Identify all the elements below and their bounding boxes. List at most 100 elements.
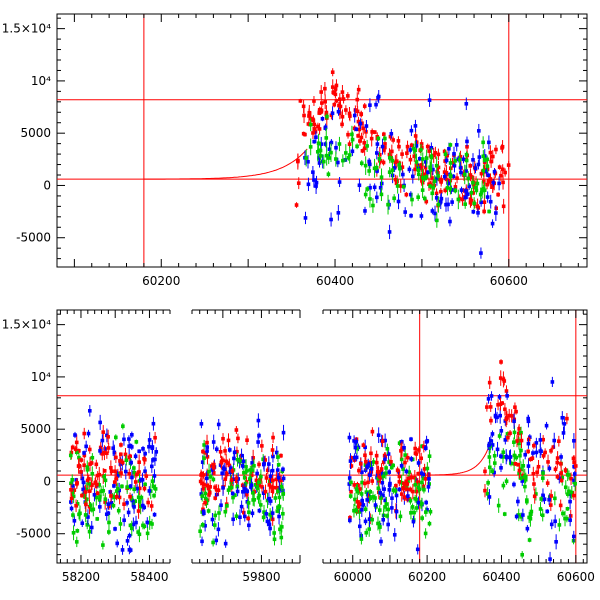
data-point bbox=[529, 512, 533, 516]
data-point bbox=[503, 419, 508, 423]
data-point bbox=[415, 163, 420, 168]
data-point bbox=[433, 211, 437, 216]
data-point bbox=[268, 499, 273, 503]
data-point bbox=[263, 489, 268, 494]
data-point bbox=[344, 108, 348, 112]
data-point bbox=[411, 489, 415, 494]
data-point bbox=[93, 480, 98, 485]
data-point bbox=[256, 418, 261, 423]
data-point bbox=[217, 511, 221, 515]
data-point bbox=[379, 192, 384, 197]
data-point bbox=[219, 460, 224, 465]
data-point bbox=[308, 122, 313, 127]
data-point bbox=[213, 485, 217, 490]
data-point bbox=[358, 487, 362, 491]
data-point bbox=[115, 541, 120, 546]
data-point bbox=[394, 483, 398, 488]
data-point bbox=[88, 503, 93, 507]
data-point bbox=[397, 480, 402, 484]
data-point bbox=[124, 458, 129, 463]
data-point bbox=[200, 471, 204, 476]
data-point bbox=[486, 480, 490, 485]
data-point bbox=[448, 219, 452, 224]
data-point bbox=[367, 159, 371, 164]
data-point bbox=[381, 160, 386, 165]
data-point bbox=[367, 169, 371, 173]
data-point bbox=[114, 494, 119, 499]
x-tick-label: 60600 bbox=[557, 570, 595, 584]
data-point bbox=[381, 517, 386, 522]
data-point bbox=[238, 458, 242, 463]
data-point bbox=[389, 459, 393, 464]
data-point bbox=[354, 487, 359, 491]
data-point bbox=[332, 102, 337, 107]
data-point bbox=[116, 508, 121, 513]
data-point bbox=[261, 457, 265, 462]
data-point bbox=[200, 460, 205, 464]
data-point bbox=[389, 131, 394, 136]
data-point bbox=[400, 165, 405, 169]
data-point bbox=[260, 485, 264, 489]
data-point bbox=[498, 402, 503, 407]
data-point bbox=[565, 473, 570, 477]
data-point bbox=[375, 469, 380, 474]
data-point bbox=[329, 140, 334, 145]
data-point bbox=[420, 501, 424, 506]
data-point bbox=[276, 475, 281, 480]
data-point bbox=[326, 156, 331, 160]
data-layer bbox=[57, 14, 587, 267]
data-point bbox=[383, 438, 387, 443]
data-point bbox=[488, 177, 493, 181]
data-point bbox=[344, 151, 348, 155]
data-point bbox=[347, 153, 352, 157]
data-point bbox=[569, 492, 573, 496]
data-point bbox=[303, 216, 308, 220]
data-point bbox=[396, 199, 401, 204]
data-point bbox=[106, 502, 111, 506]
data-point bbox=[366, 463, 370, 468]
data-point bbox=[323, 99, 327, 104]
data-point bbox=[71, 494, 76, 499]
y-tick-label: 0 bbox=[43, 178, 51, 192]
data-point bbox=[94, 495, 99, 500]
data-point bbox=[348, 518, 352, 523]
data-point bbox=[132, 470, 137, 475]
data-point bbox=[403, 482, 408, 486]
data-point bbox=[334, 99, 339, 103]
data-point bbox=[277, 514, 281, 519]
data-point bbox=[95, 517, 100, 521]
data-point bbox=[373, 496, 377, 500]
data-point bbox=[368, 496, 373, 501]
data-point bbox=[492, 169, 497, 174]
data-point bbox=[409, 213, 413, 218]
data-point bbox=[433, 151, 438, 155]
data-point bbox=[85, 497, 89, 502]
data-point bbox=[363, 453, 367, 458]
data-point bbox=[542, 497, 547, 501]
data-point bbox=[102, 474, 107, 479]
data-point bbox=[314, 184, 318, 188]
data-point bbox=[531, 451, 535, 455]
data-point bbox=[69, 496, 74, 501]
data-point bbox=[340, 90, 345, 94]
data-point bbox=[234, 514, 239, 519]
data-point bbox=[487, 443, 491, 448]
y-tick-label: 1.5×10⁴ bbox=[2, 22, 51, 36]
data-point bbox=[398, 514, 403, 519]
data-point bbox=[445, 186, 450, 190]
data-point bbox=[452, 163, 457, 168]
data-point bbox=[142, 505, 147, 510]
data-point bbox=[114, 476, 119, 481]
data-point bbox=[86, 515, 90, 519]
data-point bbox=[572, 460, 576, 465]
data-point bbox=[280, 469, 285, 474]
data-point bbox=[347, 435, 352, 440]
data-point bbox=[408, 157, 413, 162]
data-point bbox=[439, 196, 444, 201]
data-point bbox=[143, 469, 147, 474]
data-point bbox=[250, 511, 255, 516]
data-point bbox=[399, 480, 404, 485]
data-point bbox=[501, 455, 505, 459]
data-point bbox=[141, 523, 145, 528]
data-point bbox=[419, 214, 424, 218]
